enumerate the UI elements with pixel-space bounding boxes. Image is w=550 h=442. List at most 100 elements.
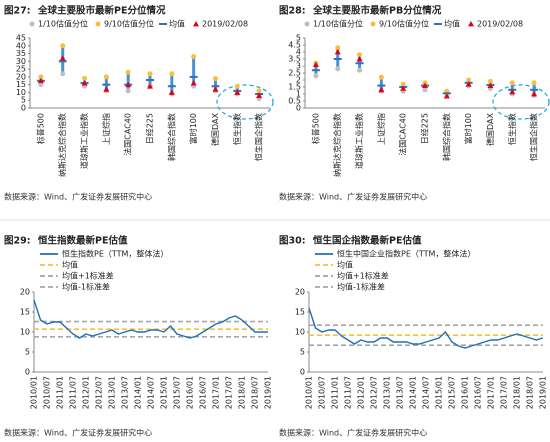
legend-swatch xyxy=(29,21,35,27)
marker xyxy=(356,56,363,62)
x-tick-label: 2011/07 xyxy=(69,376,78,409)
x-tick-label: 2015/01 xyxy=(435,376,444,409)
marker xyxy=(38,82,44,88)
y-tick-label: 15 xyxy=(20,308,30,317)
marker xyxy=(487,82,494,88)
y-tick-label: 4.5 xyxy=(288,41,301,50)
x-tick-label: 2018/01 xyxy=(238,376,247,409)
marker xyxy=(81,80,88,86)
legend-label: 均值 xyxy=(169,19,185,29)
x-tick-label: 2012/01 xyxy=(357,376,366,409)
data-line xyxy=(308,307,544,349)
x-tick-label: 2019/01 xyxy=(264,376,273,409)
x-tick-label: 恒生国企指数 xyxy=(254,113,264,161)
x-tick-label: 恒生指数 xyxy=(507,113,517,145)
x-tick-label: 2014/01 xyxy=(409,376,418,409)
legend-swatch xyxy=(304,21,310,27)
marker xyxy=(400,81,406,87)
x-tick-label: 上证综指 xyxy=(101,113,111,145)
legend-swatch xyxy=(193,21,199,27)
marker xyxy=(400,85,407,91)
x-tick-label: 日经225 xyxy=(420,113,430,144)
chart-title: 恒生指数最新PE估值 xyxy=(38,235,128,247)
y-tick-label: 0.5 xyxy=(288,97,301,106)
x-tick-label: 韩国综合指数 xyxy=(441,113,451,161)
x-tick-label: 2013/01 xyxy=(108,376,117,409)
marker xyxy=(60,43,66,49)
x-tick-label: 道琼斯工业指数 xyxy=(79,113,89,169)
legend-label: 2019/02/08 xyxy=(477,20,523,29)
y-tick-label: 20 xyxy=(20,288,30,297)
chart-title: 全球主要股市最新PE分位情况 xyxy=(37,5,166,17)
x-tick-label: 2010/01 xyxy=(305,376,314,409)
x-tick-label: 恒生国企指数 xyxy=(529,113,539,161)
x-tick-label: 富时100 xyxy=(463,113,473,144)
marker xyxy=(147,83,153,89)
legend-label: 均值 xyxy=(444,19,460,29)
x-tick-label: 2017/07 xyxy=(225,376,234,409)
range-bar xyxy=(510,82,514,94)
marker xyxy=(125,88,131,94)
x-tick-label: 2011/01 xyxy=(331,376,340,409)
marker xyxy=(466,77,472,83)
marker xyxy=(422,82,428,88)
highlight-circle xyxy=(492,84,550,120)
legend-label: 恒生中国企业指数PE（TTM，整体法） xyxy=(337,249,475,259)
x-tick-label: 2014/01 xyxy=(134,376,143,409)
y-tick-label: 2.5 xyxy=(288,69,301,78)
legend-label: 均值-1标准差 xyxy=(62,282,110,292)
y-tick-label: 5 xyxy=(296,34,301,43)
y-tick-label: 15 xyxy=(16,80,26,89)
figure-label: 图28: xyxy=(279,6,306,17)
marker xyxy=(443,93,450,99)
legend-label: 均值-1标准差 xyxy=(337,282,385,292)
y-tick-label: 30 xyxy=(16,57,26,66)
marker xyxy=(357,67,363,73)
x-tick-label: 2016/01 xyxy=(461,376,470,409)
marker xyxy=(212,86,219,92)
x-tick-label: 2016/01 xyxy=(186,376,195,409)
x-tick-label: 道琼斯工业指数 xyxy=(354,113,364,169)
marker xyxy=(357,52,363,58)
legend-label: 恒生指数PE（TTM，整体法） xyxy=(62,249,168,259)
chart-title: 全球主要股市最新PB分位情况 xyxy=(312,5,442,17)
marker xyxy=(103,86,110,92)
x-tick-label: 纳斯达克综合指数 xyxy=(57,113,67,177)
y-tick-label: 3 xyxy=(296,62,301,71)
x-tick-label: 德国DAX xyxy=(485,112,495,145)
y-tick-label: 1 xyxy=(296,90,301,99)
y-tick-label: 0 xyxy=(300,368,305,377)
x-tick-label: 富时100 xyxy=(188,113,198,144)
x-tick-label: 2015/07 xyxy=(173,376,182,409)
x-tick-label: 德国DAX xyxy=(210,112,220,145)
source: 数据来源：Wind、广发证券发展研究中心 xyxy=(279,428,427,438)
x-tick-label: 2010/01 xyxy=(30,376,39,409)
legend-swatch xyxy=(370,21,376,27)
x-tick-label: 2012/01 xyxy=(82,376,91,409)
marker xyxy=(234,83,240,89)
y-tick-label: 10 xyxy=(20,328,30,337)
marker xyxy=(38,74,44,80)
x-tick-label: 韩国综合指数 xyxy=(166,113,176,161)
y-tick-label: 5 xyxy=(21,96,26,105)
x-tick-label: 2017/07 xyxy=(500,376,509,409)
source: 数据来源：Wind、广发证券发展研究中心 xyxy=(279,192,427,202)
marker xyxy=(125,69,131,75)
range-bar xyxy=(126,72,130,91)
y-tick-label: 20 xyxy=(295,288,305,297)
legend-swatch xyxy=(95,21,101,27)
y-tick-label: 0 xyxy=(296,104,301,113)
marker xyxy=(37,77,44,84)
y-tick-label: 15 xyxy=(295,308,305,317)
data-line xyxy=(33,299,268,339)
x-tick-label: 2012/07 xyxy=(370,376,379,409)
x-tick-label: 2015/01 xyxy=(160,376,169,409)
x-tick-label: 纳斯达克综合指数 xyxy=(332,113,342,177)
source: 数据来源：Wind、广发证券发展研究中心 xyxy=(4,428,152,438)
marker xyxy=(212,75,218,81)
marker xyxy=(256,88,262,94)
marker xyxy=(59,55,66,61)
figure-label: 图27: xyxy=(4,6,31,17)
range-bar xyxy=(192,56,196,87)
y-tick-label: 40 xyxy=(16,41,26,50)
